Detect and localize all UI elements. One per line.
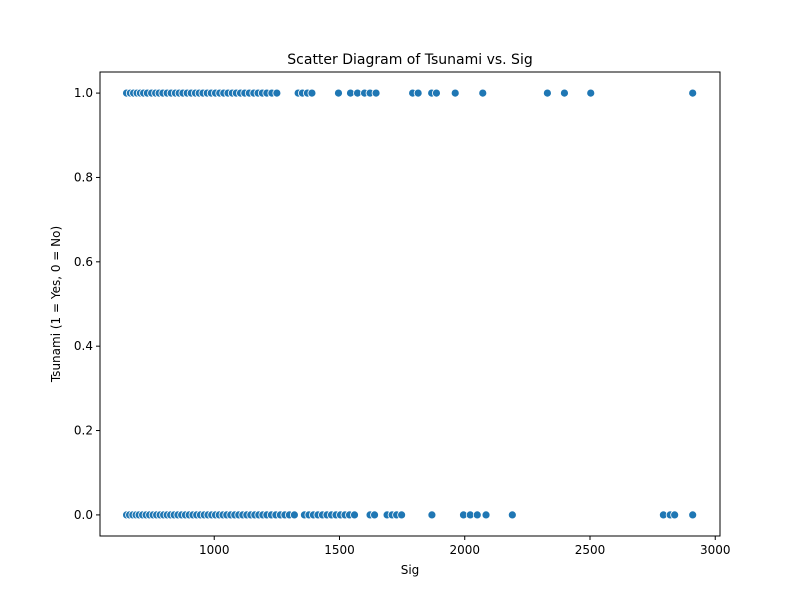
chart-title: Scatter Diagram of Tsunami vs. Sig xyxy=(287,52,532,68)
scatter-point xyxy=(413,88,423,98)
y-tick-label: 0.8 xyxy=(74,170,93,184)
scatter-point xyxy=(472,510,482,520)
scatter-point xyxy=(688,88,698,98)
scatter-point xyxy=(272,88,282,98)
scatter-point xyxy=(289,510,299,520)
scatter-point xyxy=(397,510,407,520)
plot-frame xyxy=(99,71,721,537)
scatter-point xyxy=(586,88,596,98)
scatter-point xyxy=(481,510,491,520)
y-tick-label: 0.0 xyxy=(74,508,93,522)
y-axis-ticks: 0.0 0.2 0.4 0.6 0.8 1.0 xyxy=(74,86,100,522)
scatter-point xyxy=(307,88,317,98)
y-axis-label: Tsunami (1 = Yes, 0 = No) xyxy=(49,226,63,383)
x-tick-label: 1500 xyxy=(324,543,355,557)
scatter-point xyxy=(427,510,437,520)
scatter-point xyxy=(543,88,552,98)
scatter-point xyxy=(688,510,698,520)
y-tick-label: 1.0 xyxy=(74,86,93,100)
y-tick-label: 0.6 xyxy=(74,255,93,269)
scatter-point xyxy=(450,88,460,98)
x-tick-label: 1000 xyxy=(199,543,230,557)
scatter-point xyxy=(478,88,488,98)
x-axis-label: Sig xyxy=(401,563,420,577)
scatter-point xyxy=(432,88,441,98)
scatter-point xyxy=(371,88,381,98)
points-layer xyxy=(122,88,698,520)
x-tick-label: 2000 xyxy=(449,543,480,557)
x-axis-ticks: 1000 1500 2000 2500 3000 xyxy=(199,536,731,557)
scatter-point xyxy=(560,88,569,98)
x-tick-label: 3000 xyxy=(700,543,731,557)
scatter-point xyxy=(334,88,343,98)
scatter-point xyxy=(350,510,359,520)
scatter-point xyxy=(670,510,680,520)
y-tick-label: 0.4 xyxy=(74,339,93,353)
scatter-point xyxy=(370,510,379,520)
x-tick-label: 2500 xyxy=(575,543,606,557)
scatter-point xyxy=(507,510,517,520)
y-tick-label: 0.2 xyxy=(74,424,93,438)
